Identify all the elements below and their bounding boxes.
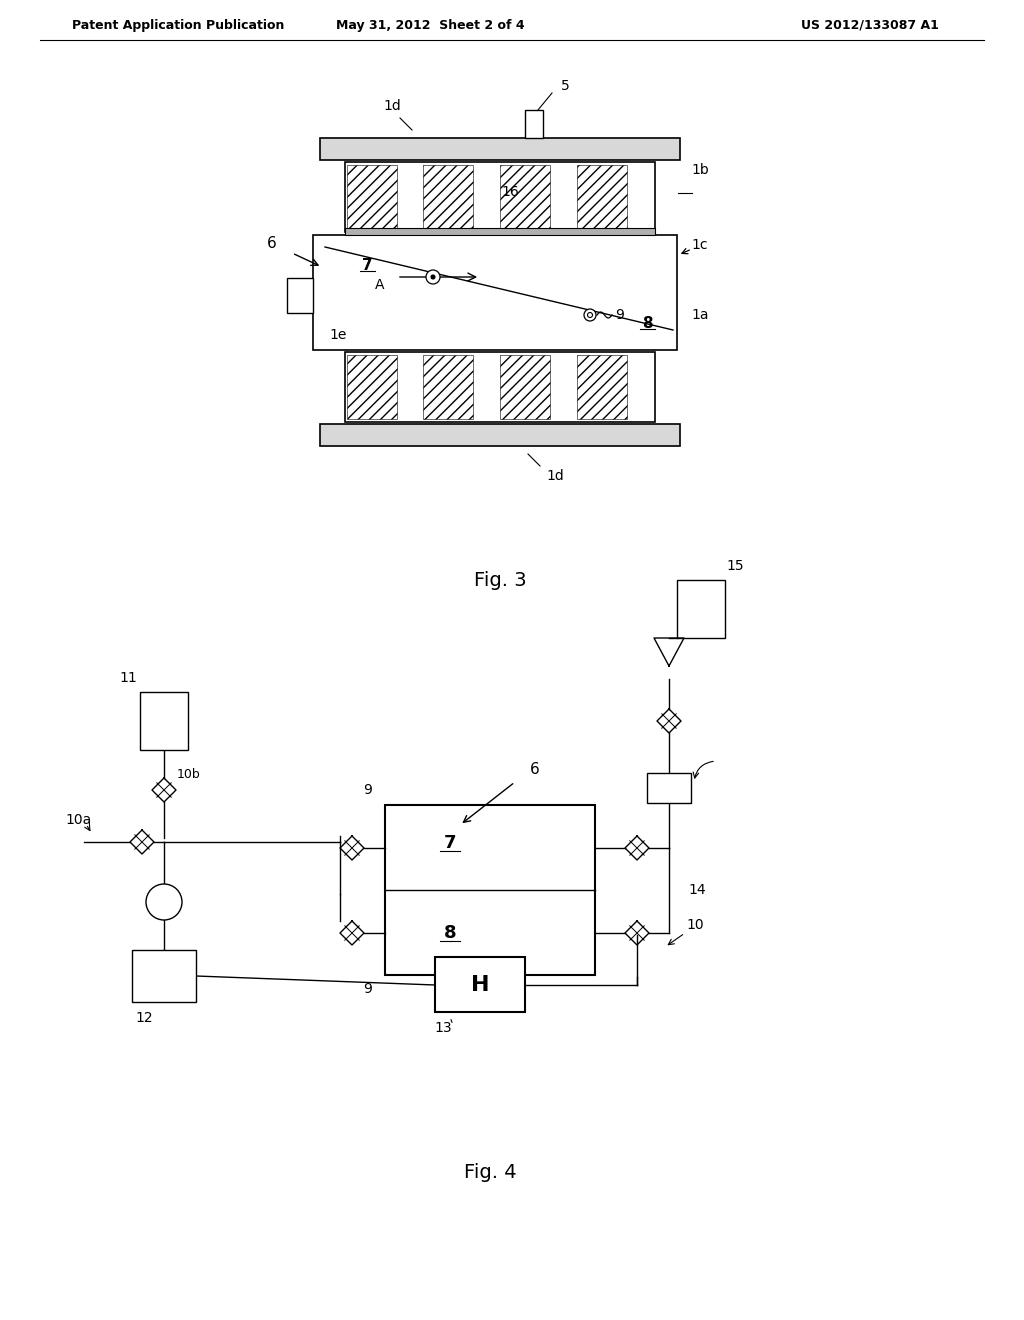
Text: 11: 11 (119, 671, 137, 685)
Text: 1c: 1c (692, 238, 709, 252)
Circle shape (584, 309, 596, 321)
Text: 1e: 1e (330, 327, 347, 342)
Bar (347, 165, 397, 228)
Bar (319, 139, 680, 160)
Bar (313, 235, 677, 350)
Bar (677, 579, 725, 638)
Bar (345, 228, 655, 235)
Bar (385, 805, 595, 975)
Text: 15: 15 (726, 558, 743, 573)
Text: US 2012/133087 A1: US 2012/133087 A1 (801, 18, 939, 32)
Text: 1d: 1d (383, 99, 400, 114)
Circle shape (588, 313, 593, 318)
Text: 9: 9 (364, 783, 373, 797)
Circle shape (431, 275, 435, 279)
Text: 1a: 1a (691, 308, 709, 322)
Text: Fig. 4: Fig. 4 (464, 1163, 516, 1181)
Text: 7: 7 (361, 257, 373, 272)
Text: 9: 9 (364, 982, 373, 997)
Text: 10: 10 (686, 917, 703, 932)
Text: A: A (375, 279, 385, 292)
Text: H: H (471, 975, 489, 995)
Bar (319, 424, 680, 446)
Text: 12: 12 (135, 1011, 153, 1026)
Text: 1d: 1d (546, 469, 564, 483)
Bar (132, 950, 196, 1002)
Bar (525, 110, 543, 139)
Text: 8: 8 (443, 924, 457, 942)
Bar (435, 957, 525, 1012)
Text: Fig. 3: Fig. 3 (474, 570, 526, 590)
Circle shape (426, 271, 440, 284)
Bar (577, 355, 627, 418)
Text: 16: 16 (501, 185, 519, 199)
Text: 13: 13 (434, 1020, 452, 1035)
Text: 10a: 10a (66, 813, 92, 828)
Bar (500, 165, 550, 228)
Text: 10b: 10b (177, 767, 201, 780)
Bar (140, 692, 188, 750)
Bar (287, 279, 313, 313)
Bar (423, 165, 473, 228)
Text: 6: 6 (530, 763, 540, 777)
Text: May 31, 2012  Sheet 2 of 4: May 31, 2012 Sheet 2 of 4 (336, 18, 524, 32)
Text: 6: 6 (267, 235, 276, 251)
Circle shape (146, 884, 182, 920)
Bar (345, 352, 655, 422)
Text: 9: 9 (615, 308, 625, 322)
Text: Patent Application Publication: Patent Application Publication (72, 18, 285, 32)
Bar (347, 355, 397, 418)
Bar (647, 774, 691, 803)
Bar (500, 355, 550, 418)
Text: 7: 7 (443, 834, 457, 851)
Bar (423, 355, 473, 418)
Text: 14: 14 (688, 883, 706, 898)
Text: 8: 8 (642, 315, 652, 330)
Bar (577, 165, 627, 228)
Text: 1b: 1b (691, 162, 709, 177)
Text: 5: 5 (560, 79, 569, 92)
Bar (345, 162, 655, 232)
